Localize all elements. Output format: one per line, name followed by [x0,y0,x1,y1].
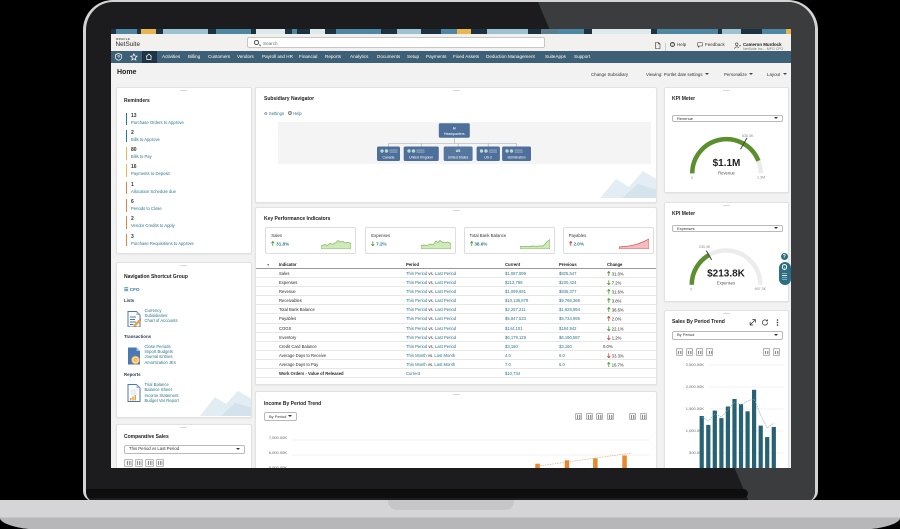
svg-text:United Kingdom: United Kingdom [409,155,433,159]
svg-text:$213.8K: $213.8K [707,268,746,279]
svg-text:US-2: US-2 [484,155,492,159]
svg-text:0: 0 [691,176,693,180]
svg-text:Canada: Canada [383,155,395,159]
svg-text:Revenue: Revenue [718,170,735,175]
svg-text:H: H [453,126,456,130]
svg-text:635.3K: 635.3K [742,134,754,138]
svg-text:xElimination: xElimination [507,155,525,159]
svg-text:697.3K: 697.3K [755,287,767,291]
svg-text:$1.1M: $1.1M [713,158,741,169]
svg-text:0: 0 [690,287,692,291]
svg-text:1.3M: 1.3M [757,175,765,179]
svg-text:Headquarters: Headquarters [444,131,465,135]
svg-text:0: 0 [134,358,137,363]
svg-text:US: US [456,149,461,153]
svg-text:Expenses: Expenses [717,280,735,285]
svg-text:230.4K: 230.4K [699,245,711,249]
svg-text:United States: United States [448,155,469,159]
